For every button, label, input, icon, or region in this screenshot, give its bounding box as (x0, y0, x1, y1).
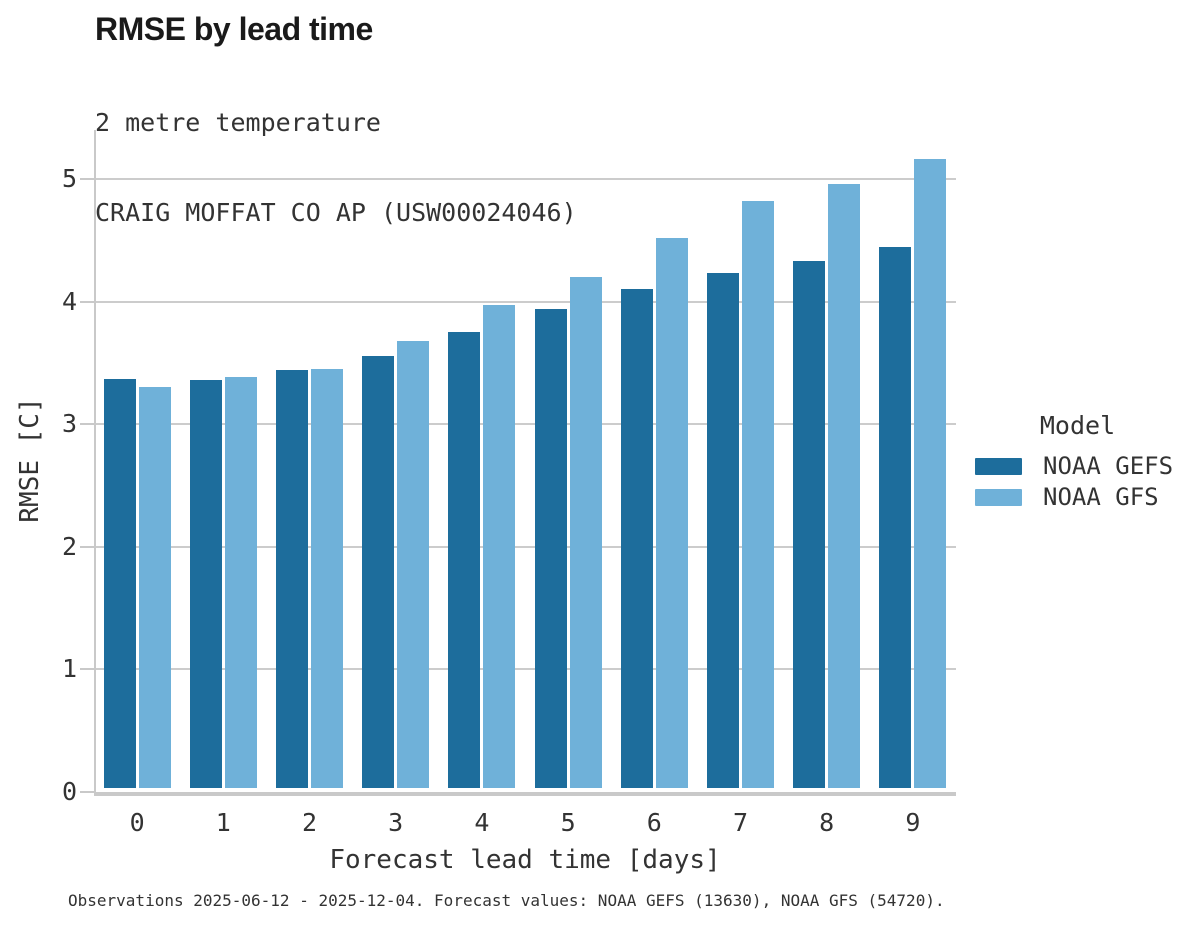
bar-noaa-gfs-day6 (655, 237, 688, 788)
x-tick-label-3: 3 (388, 808, 404, 837)
bar-noaa-gfs-day2 (311, 368, 343, 788)
y-tick-label-5: 5 (61, 164, 77, 194)
bar-noaa-gfs-day7 (742, 200, 774, 788)
legend-swatch-noaa-gefs (975, 457, 1022, 475)
bar-noaa-gefs-day0 (103, 378, 136, 788)
x-tick-label-7: 7 (732, 808, 749, 837)
legend-label-noaa-gfs: NOAA GFS (1043, 483, 1159, 511)
y-tick-label-4: 4 (61, 286, 77, 316)
legend-title: Model (1039, 411, 1116, 440)
bar-noaa-gfs-day9 (914, 159, 947, 788)
bar-noaa-gefs-day6 (620, 289, 653, 788)
caption: Observations 2025-06-12 - 2025-12-04. Fo… (68, 891, 945, 910)
gridline-5 (94, 178, 956, 181)
legend-label-noaa-gefs: NOAA GEFS (1043, 452, 1174, 480)
x-axis-line (94, 792, 956, 796)
x-tick-label-0: 0 (129, 808, 145, 837)
chart-title: RMSE by lead time (95, 11, 373, 47)
legend: Model NOAA GEFS NOAA GFS (975, 413, 1180, 515)
gridline-2 (94, 545, 956, 548)
chart-subtitle: 2 metre temperature CRAIG MOFFAT CO AP (… (95, 48, 577, 288)
y-tick-5 (80, 178, 94, 181)
bar-noaa-gefs-day9 (879, 247, 912, 788)
gridline-4 (94, 300, 956, 303)
bar-noaa-gefs-day8 (793, 260, 826, 788)
y-tick-label-0: 0 (61, 777, 77, 806)
gridline-3 (94, 423, 956, 426)
y-tick-0 (80, 791, 94, 793)
x-tick-label-4: 4 (474, 808, 490, 837)
legend-swatch-noaa-gfs (975, 488, 1022, 506)
bar-noaa-gfs-day4 (483, 305, 516, 788)
legend-item-noaa-gefs: NOAA GEFS (975, 452, 1180, 480)
y-tick-label-3: 3 (61, 409, 77, 439)
bar-noaa-gfs-day0 (138, 387, 171, 788)
legend-item-noaa-gfs: NOAA GFS (975, 483, 1180, 511)
bar-noaa-gfs-day1 (224, 377, 257, 788)
bar-noaa-gefs-day3 (362, 356, 395, 788)
bar-noaa-gefs-day2 (276, 369, 308, 788)
x-tick-label-6: 6 (646, 808, 662, 837)
y-tick-1 (80, 668, 94, 671)
y-axis-line (94, 130, 96, 796)
subtitle-station: CRAIG MOFFAT CO AP (USW00024046) (95, 198, 577, 227)
y-tick-4 (80, 300, 94, 303)
gridline-1 (94, 668, 956, 671)
x-tick-label-9: 9 (905, 808, 921, 837)
subtitle-variable: 2 metre temperature (95, 108, 381, 137)
x-tick-label-5: 5 (560, 808, 576, 837)
x-tick-label-2: 2 (301, 808, 318, 837)
bar-noaa-gefs-day1 (189, 379, 222, 788)
x-tick-label-1: 1 (215, 808, 231, 837)
x-tick-label-8: 8 (819, 808, 835, 837)
bar-noaa-gefs-day7 (707, 273, 739, 788)
y-tick-2 (80, 545, 94, 548)
x-axis-label: Forecast lead time [days] (329, 845, 721, 875)
bar-noaa-gfs-day5 (569, 276, 602, 788)
bar-noaa-gfs-day8 (828, 183, 861, 788)
bar-noaa-gefs-day5 (534, 308, 567, 788)
bar-noaa-gfs-day3 (397, 340, 430, 788)
bar-noaa-gefs-day4 (448, 331, 481, 788)
y-tick-label-2: 2 (61, 531, 77, 561)
plot-area: 0 1 2 3 4 5 0 1 2 3 4 5 6 7 8 9 (62, 130, 956, 836)
y-tick-3 (80, 423, 94, 426)
y-tick-label-1: 1 (61, 654, 77, 684)
